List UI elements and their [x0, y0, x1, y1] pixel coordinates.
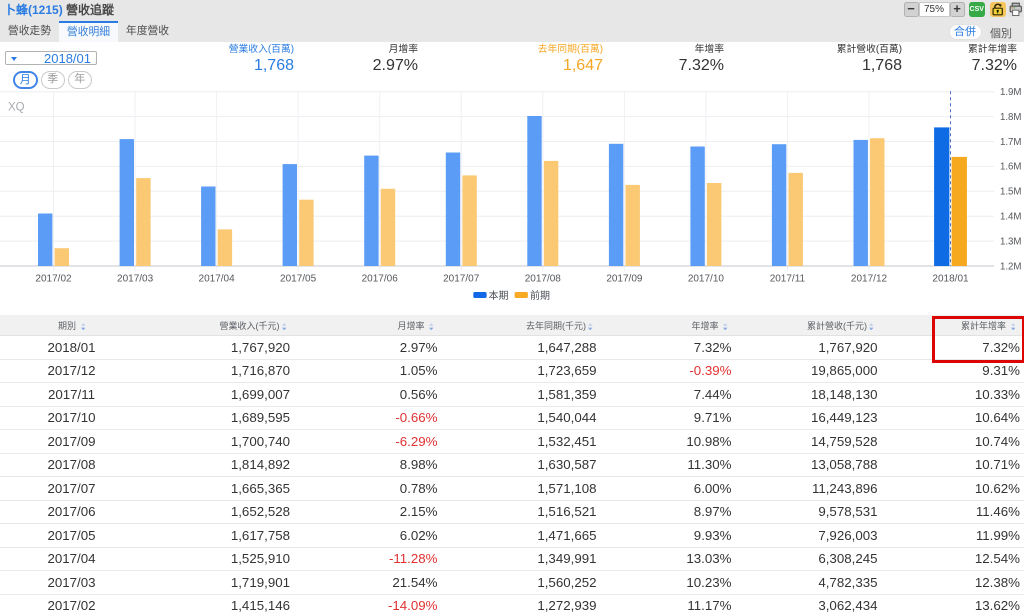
- svg-text:前期: 前期: [530, 289, 550, 302]
- svg-text:1.6M: 1.6M: [1000, 162, 1022, 173]
- svg-text:2017/05: 2017/05: [280, 273, 317, 284]
- svg-text:2018/01: 2018/01: [932, 273, 969, 284]
- svg-text:1.4M: 1.4M: [1000, 212, 1022, 223]
- svg-text:2017/11: 2017/11: [770, 273, 806, 284]
- svg-text:2017/06: 2017/06: [362, 273, 399, 284]
- svg-text:1.5M: 1.5M: [1000, 187, 1022, 198]
- svg-text:2017/09: 2017/09: [606, 273, 643, 284]
- svg-text:2017/07: 2017/07: [443, 273, 480, 284]
- svg-text:本期: 本期: [489, 289, 509, 302]
- svg-text:2017/12: 2017/12: [851, 273, 888, 284]
- svg-text:2017/08: 2017/08: [525, 273, 562, 284]
- svg-text:1.3M: 1.3M: [1000, 236, 1022, 247]
- svg-text:1.9M: 1.9M: [1000, 87, 1022, 98]
- svg-text:1.7M: 1.7M: [1000, 137, 1022, 148]
- svg-text:2017/02: 2017/02: [35, 273, 72, 284]
- svg-text:XQ: XQ: [8, 102, 25, 114]
- svg-text:2017/04: 2017/04: [199, 273, 236, 284]
- svg-text:1.8M: 1.8M: [1000, 112, 1022, 123]
- svg-text:1.2M: 1.2M: [1000, 261, 1022, 272]
- svg-text:2017/03: 2017/03: [117, 273, 154, 284]
- svg-text:2017/10: 2017/10: [688, 273, 725, 284]
